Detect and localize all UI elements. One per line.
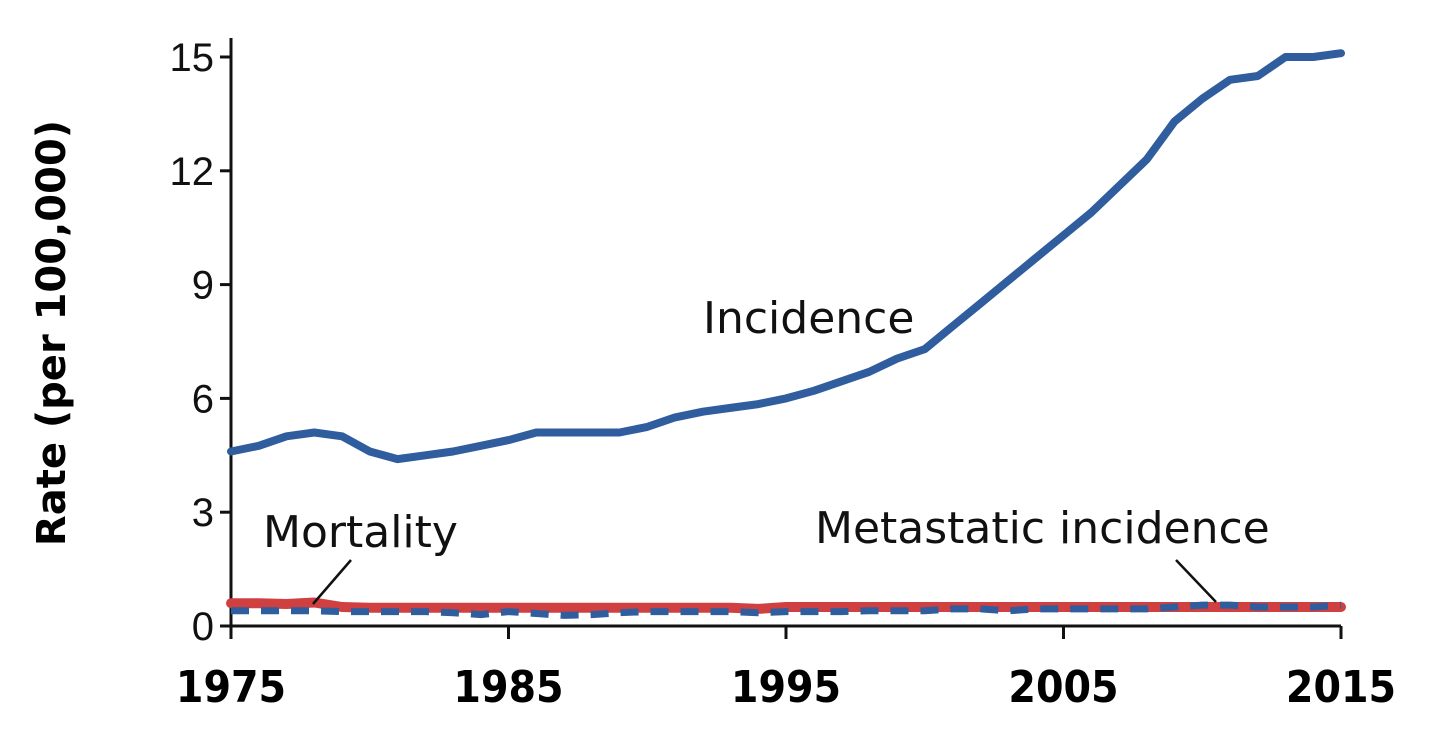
y-tick-label: 15	[170, 36, 215, 80]
incidence-annotation: Incidence	[703, 293, 914, 344]
x-tick-label: 2015	[1286, 662, 1396, 713]
mortality-leader-line	[312, 559, 352, 605]
metastatic-incidence-series-line	[231, 601, 1342, 619]
y-tick-label: 12	[170, 150, 215, 194]
series-lines	[226, 49, 1346, 619]
x-tick-label: 1995	[731, 662, 841, 713]
y-tick-label: 9	[192, 264, 214, 308]
mortality-series-line	[226, 597, 1346, 614]
y-tick-label: 0	[192, 605, 214, 649]
x-tick-label: 2005	[1008, 662, 1118, 713]
y-tick-label: 6	[192, 377, 214, 421]
incidence-series-line	[227, 49, 1345, 464]
y-axis-label: Rate (per 100,000)	[29, 119, 75, 547]
x-tick-label: 1975	[176, 662, 286, 713]
y-ticks: 0 3 6 9 12 15	[170, 36, 231, 649]
annotations: Incidence Mortality Metastatic incidence	[263, 293, 1270, 605]
mortality-annotation: Mortality	[263, 507, 458, 558]
metastatic-leader-line	[1175, 559, 1217, 603]
x-tick-label: 1985	[453, 662, 563, 713]
y-tick-label: 3	[192, 491, 214, 535]
x-ticks: 1975 1985 1995 2005 2015	[176, 626, 1396, 713]
metastatic-incidence-annotation: Metastatic incidence	[815, 503, 1270, 554]
